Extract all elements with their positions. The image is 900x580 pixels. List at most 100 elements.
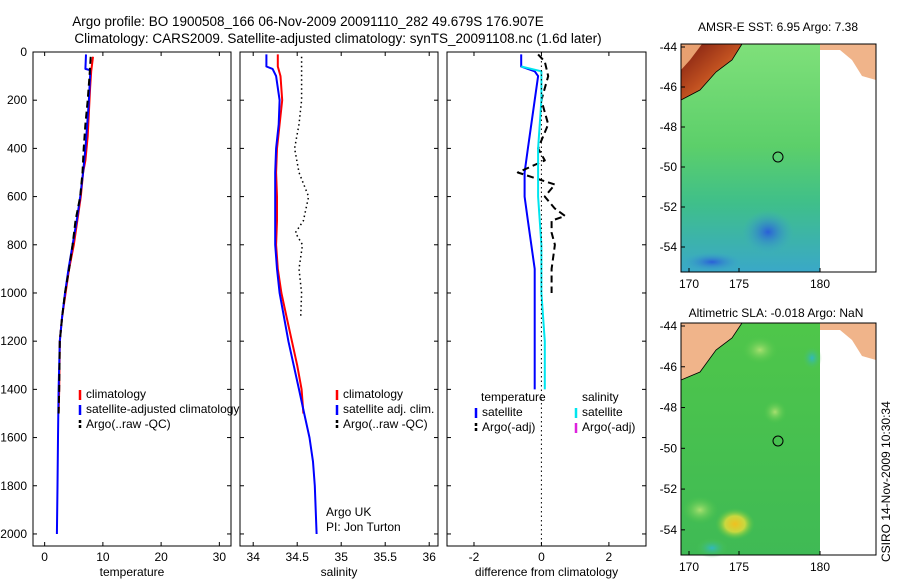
map-y-tick-label: -52 bbox=[660, 200, 678, 214]
x-axis-label: difference from climatology bbox=[475, 565, 618, 579]
map-y-tick-label: -48 bbox=[660, 120, 678, 134]
legend-label: Argo(..raw -QC) bbox=[343, 417, 428, 431]
map-x-tick-label: 170 bbox=[679, 277, 699, 291]
legend-label: satellite bbox=[582, 405, 623, 419]
axes-frame bbox=[239, 51, 439, 547]
sst-map: AMSR-E SST: 6.95 Argo: 7.38 170 175 180 -44… bbox=[660, 20, 877, 291]
sla-map-ticks: 170 175 180 -44 -46 -48 -50 -52 -54 bbox=[660, 319, 831, 574]
sla-map-title: Altimetric SLA: -0.018 Argo: NaN bbox=[689, 306, 864, 320]
annotation-text: Argo UK bbox=[326, 505, 371, 519]
legend-label: satellite adj. clim. bbox=[343, 402, 434, 416]
x-tick-label: 20 bbox=[154, 550, 168, 564]
x-tick-label: 34.5 bbox=[286, 550, 310, 564]
land-new-zealand-2 bbox=[681, 323, 742, 380]
series-line-2 bbox=[520, 65, 546, 390]
title-line-2: Climatology: CARS2009. Satellite-adjuste… bbox=[74, 31, 601, 46]
map-y-tick-label: -46 bbox=[660, 360, 678, 374]
argo-float-marker bbox=[772, 151, 784, 163]
x-tick-label: 36 bbox=[423, 550, 437, 564]
sla-map: Altimetric SLA: -0.018 Argo: NaN 170 175 1… bbox=[660, 306, 877, 574]
legend-label: Argo(-adj) bbox=[582, 420, 635, 434]
title-line-1: Argo profile: BO 1900508_166 06-Nov-2009… bbox=[72, 14, 544, 29]
y-tick-label: 0 bbox=[20, 45, 27, 59]
sst-warm-region bbox=[681, 44, 742, 100]
map-y-tick-label: -48 bbox=[660, 401, 678, 415]
x-tick-label: 2 bbox=[606, 550, 613, 564]
legend-group-title: temperature bbox=[481, 390, 546, 404]
timestamp: CSIRO 14-Nov-2009 10:30:34 bbox=[879, 401, 893, 562]
x-tick-label: 34 bbox=[247, 550, 261, 564]
series-line-1 bbox=[516, 53, 567, 293]
argo-float-marker-2 bbox=[772, 435, 784, 447]
legend-label: Argo(..raw -QC) bbox=[86, 417, 171, 431]
x-tick-label: 0 bbox=[41, 550, 48, 564]
axes-frame bbox=[32, 51, 232, 547]
sst-cold-patch bbox=[742, 210, 794, 254]
y-tick-label: 1200 bbox=[0, 334, 27, 348]
legend-label: climatology bbox=[343, 387, 403, 401]
map-x-tick-label: 180 bbox=[810, 560, 830, 574]
salinity-panel: 34 34.5 35 35.5 36 salinity climatologysatelli… bbox=[239, 51, 439, 579]
map-y-tick-label: -54 bbox=[660, 240, 678, 254]
sla-low-anomaly-2 bbox=[802, 346, 822, 370]
y-tick-label: 800 bbox=[7, 238, 27, 252]
x-tick-label: -2 bbox=[469, 550, 480, 564]
sla-high-anomaly bbox=[715, 508, 755, 540]
sst-map-frame bbox=[680, 43, 877, 273]
sst-map-title: AMSR-E SST: 6.95 Argo: 7.38 bbox=[698, 20, 858, 34]
map-y-tick-label: -46 bbox=[660, 80, 678, 94]
sla-low-anomaly bbox=[696, 538, 728, 558]
y-tick-label: 1600 bbox=[0, 431, 27, 445]
x-tick-label: 30 bbox=[213, 550, 227, 564]
sst-cold-patch-south bbox=[682, 252, 742, 272]
x-tick-label: 0 bbox=[538, 550, 545, 564]
map-y-tick-label: -52 bbox=[660, 482, 678, 496]
map-x-tick-label: 175 bbox=[729, 560, 749, 574]
x-tick-label: 10 bbox=[96, 550, 110, 564]
series-line-2 bbox=[57, 56, 92, 414]
map-y-tick-label: -50 bbox=[660, 441, 678, 455]
y-tick-label: 400 bbox=[7, 141, 27, 155]
x-axis-label: temperature bbox=[100, 565, 165, 579]
y-tick-label: 1400 bbox=[0, 382, 27, 396]
map-x-tick-label: 170 bbox=[679, 560, 699, 574]
land-chatham bbox=[820, 44, 876, 80]
sla-light-patch-2 bbox=[763, 400, 787, 424]
legend-label: climatology bbox=[86, 387, 146, 401]
y-tick-label: 1000 bbox=[0, 286, 27, 300]
land-new-zealand bbox=[681, 44, 702, 70]
temperature-panel: 0 200 400 600 800 1000 1200 1400 1600 1800 2000 0 10… bbox=[0, 45, 239, 579]
x-axis-label: salinity bbox=[321, 565, 358, 579]
y-tick-label: 1800 bbox=[0, 479, 27, 493]
map-y-tick-label: -44 bbox=[660, 40, 678, 54]
map-y-tick-label: -44 bbox=[660, 319, 678, 333]
coastline-2 bbox=[680, 322, 743, 381]
sla-map-frame bbox=[680, 322, 877, 556]
land-chatham-2 bbox=[820, 323, 876, 360]
map-y-tick-label: -54 bbox=[660, 523, 678, 537]
x-tick-label: 35 bbox=[335, 550, 349, 564]
map-x-tick-label: 175 bbox=[729, 277, 749, 291]
series-line-0 bbox=[275, 54, 305, 414]
y-tick-label: 600 bbox=[7, 190, 27, 204]
sla-light-patch-3 bbox=[682, 496, 718, 524]
legend-label: Argo(-adj) bbox=[482, 420, 535, 434]
y-tick-label: 2000 bbox=[0, 527, 27, 541]
annotation-text: PI: Jon Turton bbox=[326, 520, 401, 534]
coastline bbox=[680, 43, 743, 101]
series-line-1 bbox=[265, 54, 318, 535]
legend-group-title: salinity bbox=[582, 390, 619, 404]
sst-map-ticks: 170 175 180 -44 -46 -48 -50 -52 -54 bbox=[660, 40, 831, 291]
x-tick-label: 35.5 bbox=[374, 550, 398, 564]
sla-light-patch bbox=[742, 336, 778, 364]
y-tick-label: 200 bbox=[7, 93, 27, 107]
legend-label: satellite-adjusted climatology bbox=[86, 402, 239, 416]
axes-frame bbox=[446, 51, 647, 547]
legend-label: satellite bbox=[482, 405, 523, 419]
map-x-tick-label: 180 bbox=[810, 277, 830, 291]
series-line-0 bbox=[520, 54, 540, 390]
map-y-tick-label: -50 bbox=[660, 160, 678, 174]
